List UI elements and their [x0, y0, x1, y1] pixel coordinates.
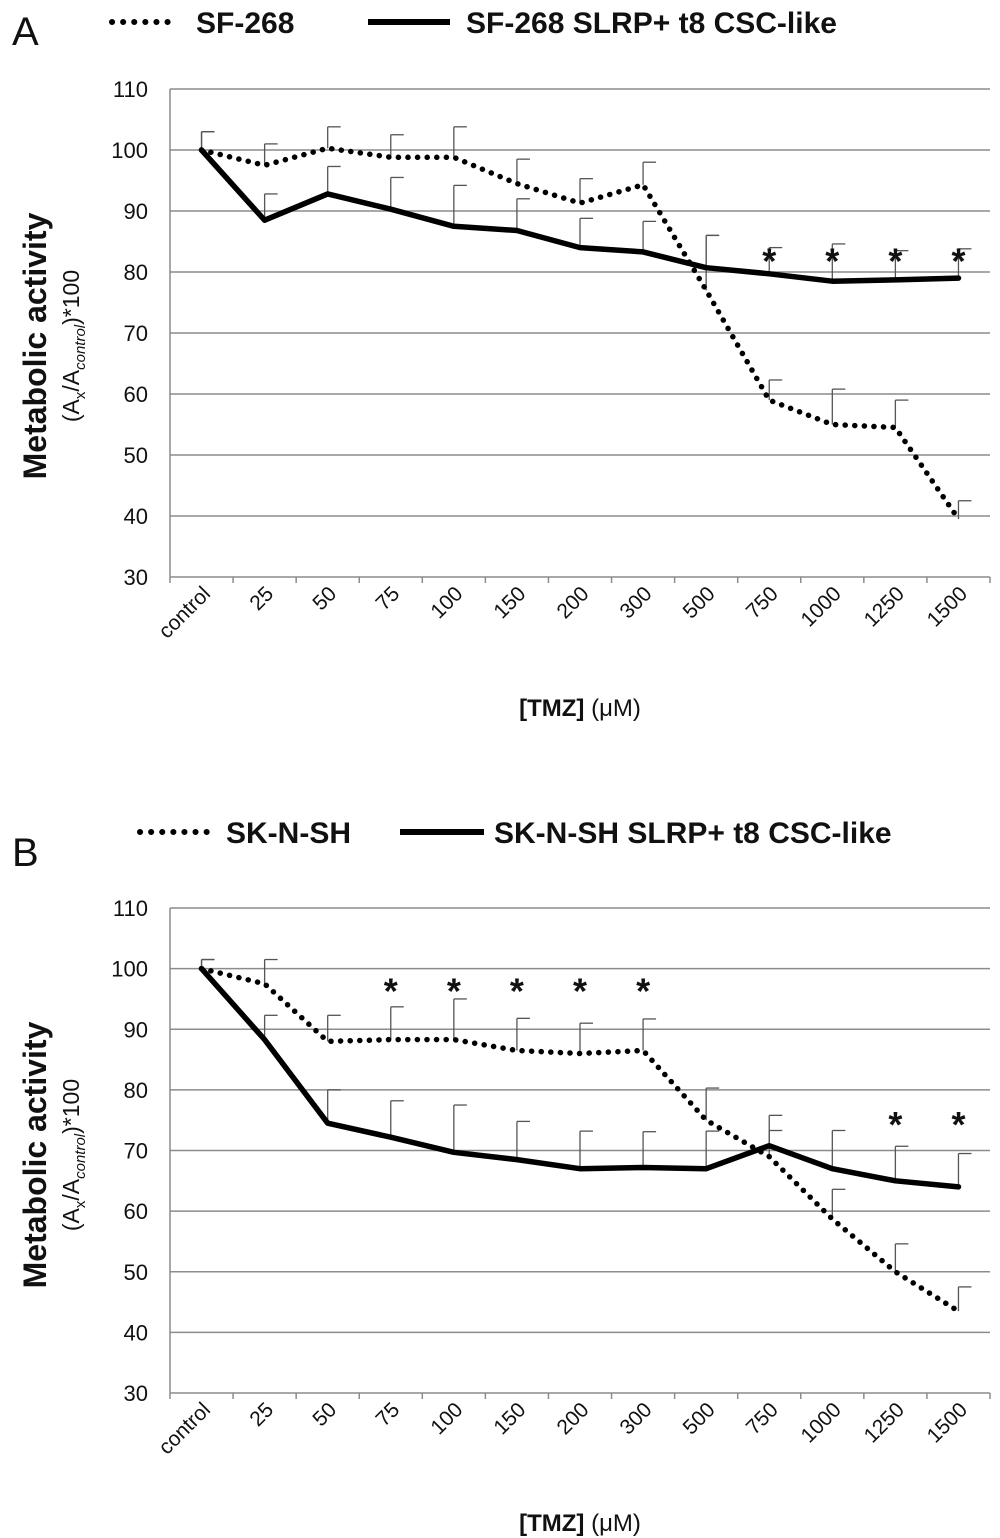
- x-tick-label: 1000: [797, 1398, 846, 1447]
- x-tick-label: 500: [679, 1398, 720, 1439]
- y-axis-title: Metabolic activity: [17, 212, 53, 479]
- x-axis-label: [TMZ] (μM): [519, 695, 641, 722]
- significance-star: *: [384, 971, 398, 1012]
- significance-star: *: [951, 241, 965, 282]
- x-tick-label: 1500: [923, 1398, 972, 1447]
- x-tick-label: 25: [245, 582, 278, 615]
- significance-star: *: [447, 971, 461, 1012]
- x-tick-label: 300: [616, 1398, 657, 1439]
- x-tick-label: control: [154, 582, 215, 643]
- y-axis-label: Metabolic activity (Ax/Acontrol)*100: [17, 212, 89, 479]
- significance-star: *: [573, 971, 587, 1012]
- y-axis-label: Metabolic activity (Ax/Acontrol)*100: [17, 1021, 89, 1288]
- x-tick-label: 50: [308, 1398, 341, 1431]
- significance-star: *: [888, 241, 902, 282]
- y-axis-subtitle: (Ax/Acontrol)*100: [58, 270, 89, 422]
- y-tick-label: 30: [124, 1381, 148, 1406]
- legend: SF-268 SF-268 SLRP+ t8 CSC-like: [109, 7, 837, 40]
- legend-label-series-1: SF-268: [196, 7, 294, 40]
- x-tick-label: 1250: [860, 582, 909, 631]
- y-tick-label: 90: [124, 199, 148, 224]
- x-tick-label: 750: [742, 1398, 783, 1439]
- y-tick-label: 50: [124, 1260, 148, 1285]
- x-tick-label: 1000: [797, 582, 846, 631]
- y-tick-label: 100: [111, 957, 148, 982]
- x-tick-label: 100: [426, 582, 467, 623]
- x-tick-label: 750: [742, 582, 783, 623]
- x-tick-label: 75: [372, 1398, 405, 1431]
- y-tick-label: 100: [111, 138, 148, 163]
- significance-star: *: [888, 1104, 902, 1145]
- y-tick-label: 70: [124, 321, 148, 346]
- significance-star: *: [951, 1104, 965, 1145]
- y-tick-label: 80: [124, 260, 148, 285]
- significance-star: *: [825, 241, 839, 282]
- y-tick-label: 30: [124, 565, 148, 590]
- legend-label-series-2: SF-268 SLRP+ t8 CSC-like: [466, 7, 837, 40]
- x-tick-label: 100: [426, 1398, 467, 1439]
- y-tick-label: 50: [124, 443, 148, 468]
- y-tick-label: 90: [124, 1017, 148, 1042]
- panel-b: B SK-N-SH SK-N-SH SLRP+ t8 CSC-like Meta…: [12, 817, 991, 1537]
- y-tick-label: 110: [113, 896, 148, 921]
- panel-a: A SF-268 SF-268 SLRP+ t8 CSC-like Metabo…: [12, 7, 991, 722]
- series-line-2: [198, 965, 962, 1190]
- y-tick-label: 60: [124, 1199, 148, 1224]
- plot-area: 30 40 50 60 70 80 90 100 110 control 25 50 75 100 150 2…: [111, 896, 991, 1459]
- x-axis-label: [TMZ] (μM): [519, 1510, 641, 1537]
- x-tick-label: 50: [308, 582, 341, 615]
- significance-star: *: [510, 971, 524, 1012]
- y-tick-label: 70: [124, 1139, 148, 1164]
- series-line-2: [198, 147, 962, 284]
- series-line-1: [198, 965, 962, 1314]
- legend-label-series-2: SK-N-SH SLRP+ t8 CSC-like: [494, 817, 892, 850]
- x-tick-label: 25: [245, 1398, 278, 1431]
- significance-star: *: [762, 241, 776, 282]
- x-tick-label: 1500: [923, 582, 972, 631]
- series-line-1: [198, 145, 962, 522]
- panel-label: A: [12, 10, 39, 54]
- y-tick-label: 60: [124, 382, 148, 407]
- y-tick-label: 40: [124, 504, 148, 529]
- legend-label-series-1: SK-N-SH: [226, 817, 351, 850]
- panel-label: B: [12, 831, 39, 875]
- plot-area: 30 40 50 60 70 80 90 100 110 control 25 50 75 100 150 2…: [111, 77, 991, 643]
- x-tick-label: control: [154, 1398, 215, 1459]
- x-tick-label: 200: [552, 582, 593, 623]
- x-tick-label: 150: [489, 582, 530, 623]
- x-tick-label: 300: [616, 582, 657, 623]
- significance-star: *: [636, 971, 650, 1012]
- x-tick-label: 75: [372, 582, 405, 615]
- y-axis-title: Metabolic activity: [17, 1021, 53, 1288]
- y-axis-subtitle: (Ax/Acontrol)*100: [58, 1079, 89, 1231]
- x-tick-label: 1250: [860, 1398, 909, 1447]
- y-tick-label: 40: [124, 1320, 148, 1345]
- y-tick-label: 80: [124, 1078, 148, 1103]
- x-tick-label: 500: [679, 582, 720, 623]
- legend: SK-N-SH SK-N-SH SLRP+ t8 CSC-like: [137, 817, 892, 850]
- x-tick-label: 150: [489, 1398, 530, 1439]
- y-tick-label: 110: [113, 77, 148, 102]
- x-tick-label: 200: [552, 1398, 593, 1439]
